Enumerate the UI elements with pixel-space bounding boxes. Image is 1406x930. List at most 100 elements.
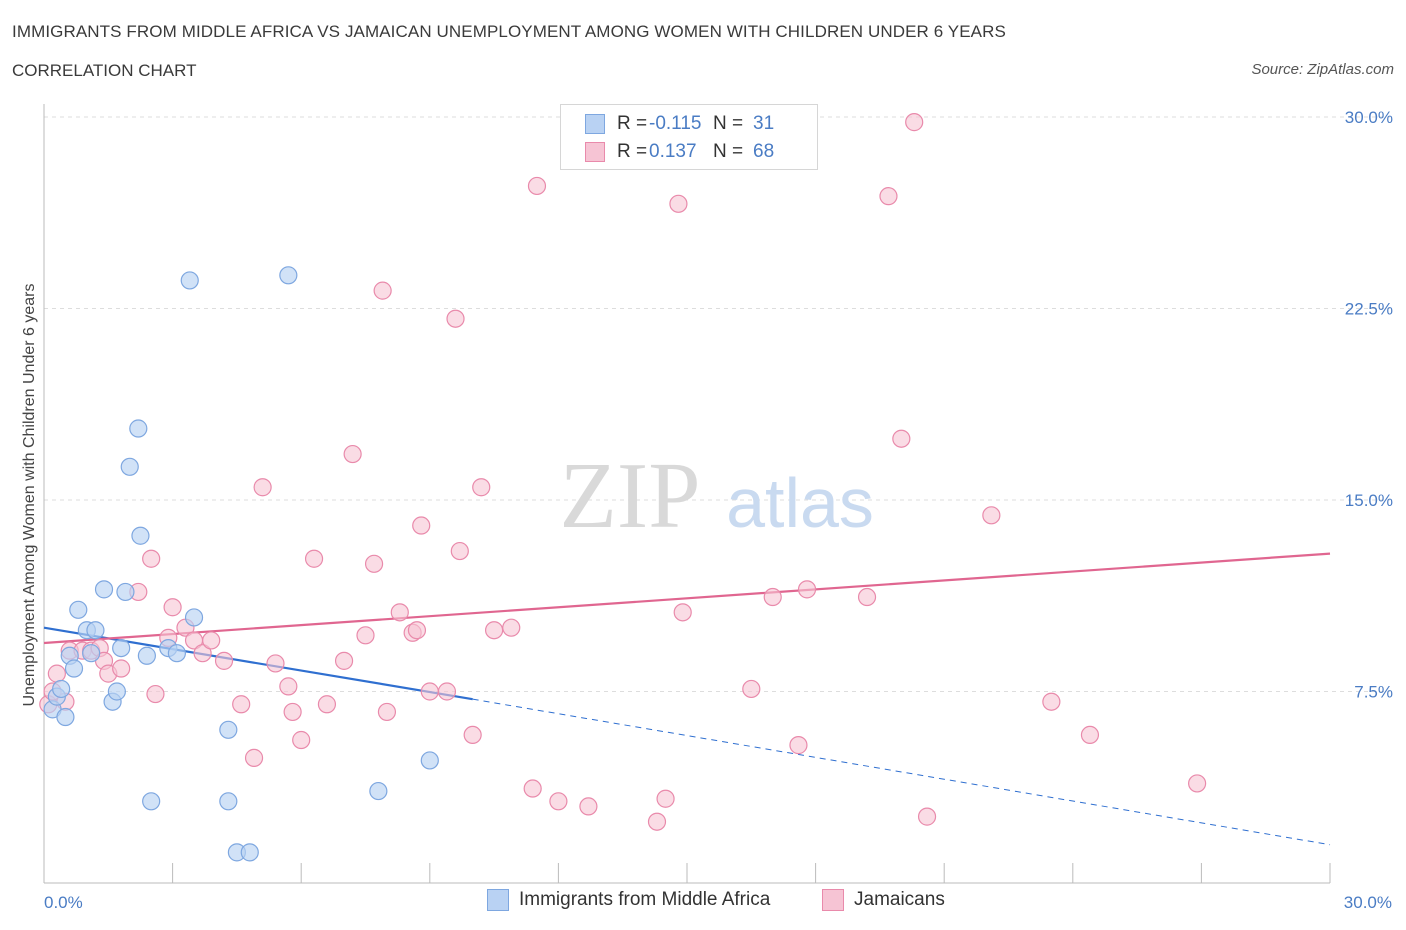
- point-middle-africa: [167, 644, 186, 663]
- point-jamaicans: [142, 549, 161, 568]
- correlation-legend: R = -0.115 N = 31 R = 0.137 N = 68: [560, 104, 818, 170]
- x-tick-label: 30.0%: [1344, 893, 1392, 912]
- point-jamaicans: [266, 654, 285, 673]
- point-jamaicans: [377, 702, 397, 722]
- point-jamaicans: [982, 506, 1001, 525]
- legend-n-value: 68: [753, 141, 775, 162]
- y-tick-label: 15.0%: [1345, 491, 1393, 510]
- point-jamaicans: [450, 541, 469, 561]
- tick-labels: 7.5% 15.0% 22.5% 30.0% 0.0% 30.0%: [44, 108, 1393, 912]
- point-jamaicans: [304, 549, 324, 568]
- axes: [43, 104, 1331, 884]
- point-jamaicans: [892, 429, 911, 448]
- watermark-atlas: atlas: [726, 464, 874, 542]
- point-middle-africa: [420, 751, 439, 770]
- point-jamaicans: [202, 631, 221, 650]
- point-jamaicans: [193, 644, 212, 663]
- series-legend: Immigrants from Middle Africa Jamaicans: [0, 889, 1406, 915]
- point-jamaicans: [283, 702, 302, 722]
- point-middle-africa: [129, 419, 148, 438]
- grid-lines: [44, 116, 1390, 692]
- point-jamaicans: [523, 779, 542, 798]
- legend-label-middle-africa: Immigrants from Middle Africa: [519, 889, 771, 910]
- point-middle-africa: [369, 781, 388, 801]
- point-jamaicans: [446, 309, 465, 328]
- legend-n-label: N =: [713, 113, 744, 134]
- point-jamaicans: [364, 554, 384, 573]
- point-middle-africa: [137, 646, 156, 665]
- legend-r-value: 0.137: [649, 141, 697, 162]
- x-tick-label: 0.0%: [44, 893, 83, 912]
- y-tick-label: 7.5%: [1354, 683, 1393, 702]
- point-middle-africa: [142, 792, 161, 811]
- legend-item-middle-africa: Immigrants from Middle Africa: [487, 889, 770, 911]
- point-middle-africa: [94, 580, 114, 599]
- point-jamaicans: [485, 621, 504, 640]
- point-jamaicans: [742, 679, 761, 699]
- point-middle-africa: [184, 608, 204, 627]
- point-jamaicans: [356, 626, 375, 645]
- point-jamaicans: [47, 664, 66, 683]
- point-middle-africa: [279, 266, 298, 285]
- legend-label-jamaicans: Jamaicans: [854, 889, 945, 910]
- point-jamaicans: [527, 176, 547, 196]
- point-jamaicans: [472, 478, 491, 497]
- trend-line-middle-africa: [43, 626, 473, 701]
- legend-n-value: 31: [753, 113, 775, 134]
- point-middle-africa: [69, 600, 88, 619]
- point-jamaicans: [407, 621, 427, 640]
- point-jamaicans: [763, 587, 782, 607]
- trend-lines: [43, 552, 1331, 846]
- data-points: [39, 113, 1207, 862]
- point-jamaicans: [1080, 725, 1100, 745]
- point-jamaicans: [463, 725, 482, 745]
- point-jamaicans: [412, 516, 431, 535]
- point-jamaicans: [905, 113, 924, 132]
- point-middle-africa: [86, 621, 105, 640]
- legend-swatch-pink: [585, 142, 605, 162]
- chart-subtitle: CORRELATION CHART: [12, 61, 197, 80]
- point-jamaicans: [163, 598, 182, 617]
- point-jamaicans: [292, 730, 311, 750]
- legend-n-label: N =: [713, 141, 744, 162]
- point-jamaicans: [669, 194, 688, 213]
- point-jamaicans: [112, 659, 131, 678]
- point-jamaicans: [879, 187, 898, 206]
- point-middle-africa: [180, 271, 199, 290]
- point-middle-africa: [116, 582, 135, 602]
- point-middle-africa: [120, 457, 139, 476]
- point-middle-africa: [131, 526, 150, 545]
- trend-line-jamaicans: [43, 552, 1331, 645]
- watermark: ZIP atlas: [560, 444, 874, 548]
- point-middle-africa: [56, 707, 75, 727]
- source-credit: Source: ZipAtlas.com: [1251, 61, 1394, 78]
- point-jamaicans: [214, 651, 234, 670]
- point-middle-africa: [107, 682, 126, 701]
- point-jamaicans: [549, 792, 568, 811]
- point-jamaicans: [317, 695, 337, 714]
- point-jamaicans: [647, 812, 667, 831]
- point-middle-africa: [219, 720, 238, 739]
- legend-r-label: R =: [617, 141, 648, 162]
- point-jamaicans: [420, 682, 439, 701]
- legend-row-blue: R = -0.115 N = 31: [585, 112, 774, 136]
- point-jamaicans: [1042, 692, 1061, 711]
- point-jamaicans: [797, 580, 817, 599]
- point-middle-africa: [240, 843, 259, 862]
- point-middle-africa: [82, 644, 101, 663]
- point-jamaicans: [1188, 774, 1207, 793]
- legend-item-jamaicans: Jamaicans: [822, 889, 945, 911]
- chart-title: IMMIGRANTS FROM MIDDLE AFRICA VS JAMAICA…: [12, 22, 1006, 41]
- point-jamaicans: [656, 789, 675, 808]
- point-jamaicans: [232, 695, 251, 714]
- point-jamaicans: [917, 807, 937, 826]
- point-jamaicans: [502, 618, 521, 637]
- legend-swatch-blue: [585, 114, 605, 134]
- point-jamaicans: [279, 677, 298, 696]
- watermark-zip: ZIP: [560, 444, 701, 548]
- point-jamaicans: [673, 603, 692, 622]
- point-jamaicans: [437, 682, 457, 701]
- legend-r-label: R =: [617, 113, 648, 134]
- point-middle-africa: [52, 679, 71, 699]
